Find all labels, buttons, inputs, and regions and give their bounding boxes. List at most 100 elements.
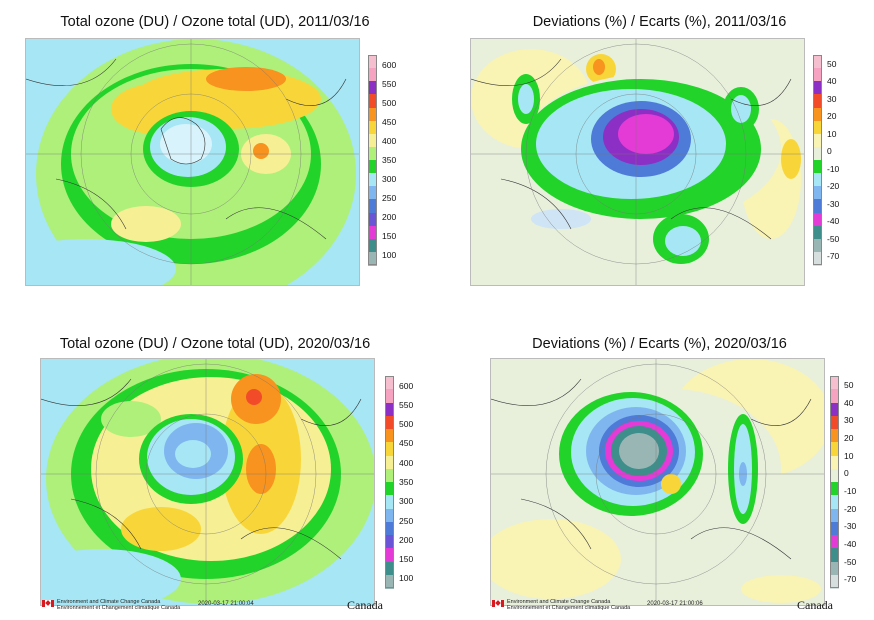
colorbar-swatch xyxy=(385,535,394,549)
canada-flag-icon xyxy=(492,600,504,607)
colorbar-swatch xyxy=(385,521,394,536)
colorbar-swatch xyxy=(830,482,839,496)
colorbar-swatch xyxy=(813,120,822,135)
colorbar-tick-label: 400 xyxy=(382,135,397,146)
deviation-colorbar: 50 40 30 20 10 0 -10 -20 -30 -40 -50 -70 xyxy=(830,376,870,589)
colorbar-swatch xyxy=(813,133,822,148)
colorbar-swatch xyxy=(813,160,822,174)
canada-wordmark: Canada xyxy=(797,598,833,612)
colorbar-tick-label: -40 xyxy=(844,538,857,549)
panel-title: Total ozone (DU) / Ozone total (UD), 202… xyxy=(59,336,371,352)
colorbar-swatch xyxy=(830,468,839,483)
colorbar-swatch xyxy=(385,455,394,470)
colorbar-swatch xyxy=(368,251,377,266)
colorbar-tick-label: 250 xyxy=(382,193,397,204)
footer-line: Environment and Climate Change Canada xyxy=(507,599,611,605)
colorbar-swatch xyxy=(385,376,394,390)
colorbar-swatch xyxy=(368,212,377,227)
colorbar-swatch xyxy=(368,146,377,161)
colorbar-swatch xyxy=(368,81,377,95)
colorbar-swatch xyxy=(368,120,377,135)
colorbar-tick-label: 500 xyxy=(382,97,397,108)
colorbar-swatch xyxy=(830,389,839,403)
colorbar-tick-label: 0 xyxy=(827,146,832,157)
panel-title: Deviations (%) / Ecarts (%), 2011/03/16 xyxy=(532,14,787,30)
colorbar-frame xyxy=(830,376,839,588)
colorbar-tick-label: 600 xyxy=(399,380,414,391)
colorbar-tick-label: 100 xyxy=(399,573,414,584)
colorbar-tick-label: 50 xyxy=(827,58,837,69)
colorbar-tick-label: 30 xyxy=(844,415,854,426)
colorbar-frame xyxy=(813,55,822,265)
colorbar-swatch xyxy=(830,495,839,509)
colorbar-tick-label: 450 xyxy=(382,116,397,127)
colorbar-swatch xyxy=(830,521,839,536)
canada-wordmark: Canada xyxy=(347,598,383,612)
colorbar-tick-label: 150 xyxy=(399,554,414,565)
ozone-map xyxy=(25,38,360,286)
colorbar-tick-label: 300 xyxy=(382,174,397,185)
footer-line: Environnement et Changement climatique C… xyxy=(507,605,631,611)
colorbar-tick-label: 200 xyxy=(399,534,414,545)
colorbar-swatch xyxy=(813,55,822,69)
colorbar-swatch xyxy=(368,133,377,148)
colorbar-swatch xyxy=(385,574,394,589)
colorbar-swatch xyxy=(385,442,394,456)
colorbar-tick-label: 150 xyxy=(382,231,397,242)
colorbar-swatch xyxy=(368,107,377,122)
colorbar-swatch xyxy=(830,535,839,549)
colorbar-swatch xyxy=(385,482,394,496)
colorbar-tick-label: 550 xyxy=(399,399,414,410)
colorbar-swatch xyxy=(830,442,839,456)
colorbar-tick-label: -30 xyxy=(827,198,840,209)
colorbar-swatch xyxy=(368,68,377,82)
colorbar-tick-label: -10 xyxy=(844,485,857,496)
colorbar-tick-label: -70 xyxy=(827,251,840,262)
colorbar-swatch xyxy=(813,212,822,227)
colorbar-tick-label: 10 xyxy=(827,128,837,139)
colorbar-tick-label: -40 xyxy=(827,216,840,227)
colorbar-tick-label: 100 xyxy=(382,250,397,261)
panel-title: Deviations (%) / Ecarts (%), 2020/03/16 xyxy=(532,336,787,352)
panel-title: Total ozone (DU) / Ozone total (UD), 201… xyxy=(60,14,370,30)
colorbar-swatch xyxy=(813,251,822,266)
colorbar-swatch xyxy=(830,455,839,470)
colorbar-tick-label: 400 xyxy=(399,457,414,468)
colorbar-tick-label: 300 xyxy=(399,496,414,507)
colorbar-swatch xyxy=(830,429,839,443)
colorbar-swatch xyxy=(813,238,822,253)
colorbar-tick-label: 600 xyxy=(382,59,397,70)
deviation-colorbar: 50 40 30 20 10 0 -10 -20 -30 -40 -50 -70 xyxy=(813,55,853,266)
colorbar-tick-label: -50 xyxy=(844,556,857,567)
colorbar-tick-label: -20 xyxy=(844,503,857,514)
colorbar-swatch xyxy=(830,376,839,390)
colorbar-tick-label: 40 xyxy=(827,76,837,87)
colorbar-swatch xyxy=(385,402,394,417)
colorbar-swatch xyxy=(368,238,377,253)
colorbar-swatch xyxy=(830,402,839,417)
ozone-colorbar: 600 550 500 450 400 350 300 250 200 150 100 xyxy=(368,55,408,266)
colorbar-tick-label: 30 xyxy=(827,93,837,104)
panel-deviation-2011: Deviations (%) / Ecarts (%), 2011/03/16 xyxy=(445,0,874,300)
colorbar-tick-label: -70 xyxy=(844,574,857,585)
colorbar-swatch xyxy=(368,225,377,240)
colorbar-swatch xyxy=(813,186,822,200)
timestamp: 2020-03-17 21:00:06 xyxy=(647,601,703,607)
canada-flag-icon xyxy=(42,600,54,607)
colorbar-swatch xyxy=(813,173,822,187)
colorbar-swatch xyxy=(368,94,377,108)
colorbar-tick-label: -20 xyxy=(827,181,840,192)
colorbar-swatch xyxy=(813,199,822,213)
colorbar-swatch xyxy=(385,415,394,430)
footer-line: Environment and Climate Change Canada xyxy=(57,599,161,605)
colorbar-swatch xyxy=(385,548,394,562)
colorbar-frame xyxy=(368,55,377,265)
colorbar-tick-label: -10 xyxy=(827,163,840,174)
colorbar-swatch xyxy=(385,561,394,576)
colorbar-swatch xyxy=(368,173,377,187)
colorbar-tick-label: 350 xyxy=(382,155,397,165)
panel-total-ozone-2011: Total ozone (DU) / Ozone total (UD), 201… xyxy=(0,0,430,300)
colorbar-swatch xyxy=(368,199,377,213)
colorbar-tick-label: 500 xyxy=(399,419,414,430)
deviation-map xyxy=(470,38,805,286)
